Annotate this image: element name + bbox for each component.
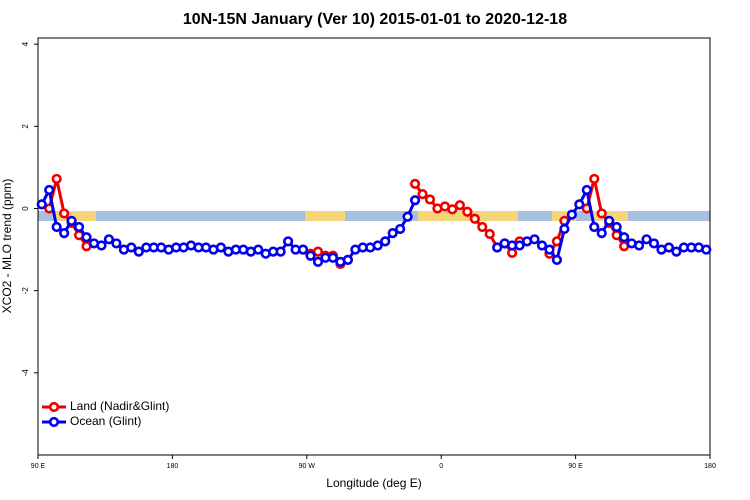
data-point — [73, 221, 85, 233]
data-point — [312, 246, 324, 257]
data-point — [551, 254, 563, 265]
legend-label: Ocean (Glint) — [70, 414, 141, 428]
data-point — [342, 254, 353, 265]
land-strip — [56, 211, 96, 221]
data-point — [275, 246, 286, 257]
data-point — [44, 184, 55, 196]
y-tick-label: -2 — [21, 287, 30, 295]
data-point — [103, 234, 115, 245]
data-point — [81, 232, 92, 243]
chart-title: 10N-15N January (Ver 10) 2015-01-01 to 2… — [183, 11, 567, 28]
data-point — [581, 184, 592, 196]
data-point — [424, 194, 436, 205]
data-point — [133, 246, 144, 257]
data-point — [402, 211, 413, 222]
y-tick-label: 4 — [21, 41, 30, 46]
data-point — [387, 228, 398, 239]
data-point — [596, 228, 607, 239]
data-point — [380, 236, 391, 247]
data-point — [574, 199, 585, 210]
data-point — [297, 244, 309, 255]
data-point — [96, 240, 107, 251]
data-point — [51, 173, 62, 185]
data-point — [514, 240, 525, 251]
data-point — [454, 200, 465, 211]
data-point — [395, 223, 406, 235]
data-point — [253, 244, 264, 255]
data-point — [447, 204, 458, 215]
data-point — [462, 206, 473, 217]
data-point — [283, 236, 294, 247]
data-point — [59, 208, 70, 219]
data-point — [633, 240, 645, 251]
data-point — [417, 189, 428, 200]
legend-label: Land (Nadir&Glint) — [70, 399, 169, 413]
data-point — [409, 195, 421, 206]
data-point — [484, 228, 495, 240]
data-point — [327, 252, 339, 263]
data-point — [111, 238, 122, 249]
data-point — [589, 221, 600, 233]
data-point — [611, 221, 622, 233]
x-axis-label: Longitude (deg E) — [326, 476, 421, 490]
data-point — [126, 242, 137, 253]
data-point — [663, 242, 675, 253]
data-point — [641, 234, 652, 245]
data-point — [648, 238, 660, 249]
data-point — [619, 232, 630, 243]
data-point — [305, 250, 316, 261]
x-tick-label: 180 — [167, 463, 179, 470]
x-tick-label: 90 E — [568, 463, 583, 470]
x-tick-label: 90 W — [299, 463, 316, 470]
series — [36, 184, 712, 268]
x-tick-label: 0 — [439, 463, 443, 470]
legend: Land (Nadir&Glint)Ocean (Glint) — [42, 399, 169, 428]
ocean-strip — [38, 211, 710, 221]
data-point — [372, 240, 383, 251]
data-point — [671, 246, 682, 257]
legend-marker — [48, 401, 60, 413]
y-axis-label: XCO2 - MLO trend (ppm) — [0, 179, 14, 314]
land-strip — [305, 211, 345, 221]
y-tick-label: 0 — [21, 206, 30, 211]
data-point — [589, 173, 600, 185]
data-point — [536, 240, 548, 251]
y-tick-label: 2 — [21, 124, 30, 129]
data-point — [492, 242, 503, 253]
data-point — [529, 234, 540, 245]
y-tick-label: -4 — [21, 369, 30, 377]
data-point — [559, 223, 570, 235]
data-point — [477, 221, 488, 233]
x-tick-label: 90 E — [31, 463, 46, 470]
data-point — [409, 178, 421, 189]
data-point — [596, 208, 607, 219]
data-point — [604, 215, 615, 226]
data-point — [66, 215, 77, 226]
x-tick-label: 180 — [704, 463, 716, 470]
data-point — [51, 221, 62, 233]
data-point — [215, 242, 227, 253]
data-point — [312, 256, 324, 268]
data-point — [36, 199, 47, 210]
data-point — [566, 209, 577, 220]
data-point — [544, 244, 555, 255]
data-point — [701, 244, 712, 255]
data-point — [469, 213, 480, 224]
legend-marker — [48, 416, 60, 428]
data-point — [59, 228, 70, 239]
